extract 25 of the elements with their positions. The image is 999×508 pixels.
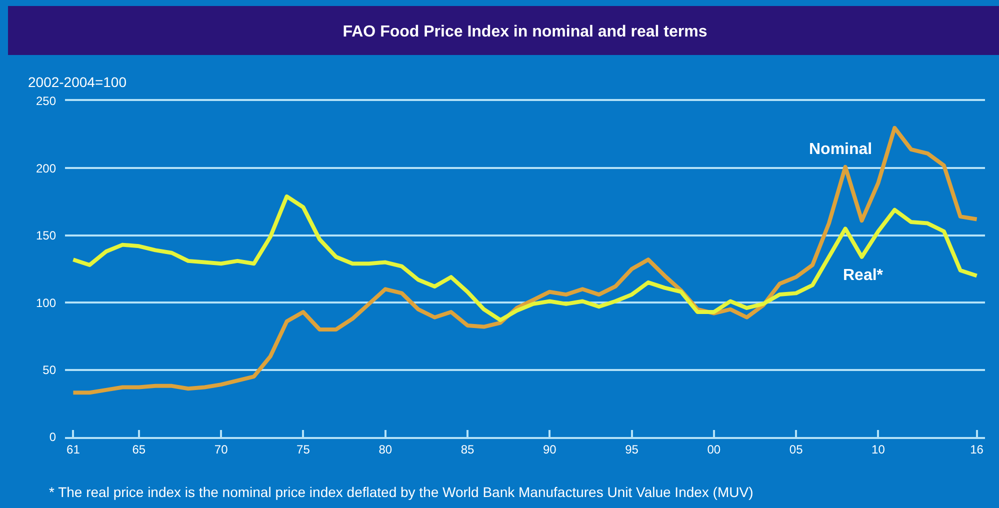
y-tick-label: 100 (36, 296, 56, 310)
y-tick-label: 50 (42, 363, 56, 377)
x-tick-label: 00 (707, 442, 721, 456)
x-tick-label: 61 (66, 442, 80, 456)
x-tick-label: 80 (378, 442, 392, 456)
y-tick-label: 250 (36, 94, 56, 108)
x-tick-label: 90 (542, 442, 557, 456)
line-series (71, 126, 979, 395)
series-label: Nominal (809, 141, 872, 158)
line-series (71, 194, 979, 322)
series-label: Real* (843, 267, 884, 284)
text: * The real price index is the nominal price index deflated by the World Bank Manufactures Unit Value Index (MUV) (49, 484, 754, 500)
x-tick-label: 70 (214, 442, 228, 456)
x-tick-label: 05 (789, 442, 804, 456)
x-tick-label: 65 (132, 442, 146, 456)
x-tick-label: 85 (460, 442, 474, 456)
chart-title: FAO Food Price Index in nominal and real terms (342, 24, 708, 41)
x-tick-label: 10 (872, 442, 886, 456)
x-tick-label: 75 (296, 442, 310, 456)
y-axis-title: 2002-2004=100 (28, 74, 127, 90)
y-tick-label: 0 (49, 430, 56, 444)
y-tick-label: 200 (36, 161, 56, 176)
y-tick-label: 150 (36, 228, 56, 243)
x-tick-label: 95 (625, 442, 639, 456)
x-tick-label: 16 (970, 442, 984, 456)
